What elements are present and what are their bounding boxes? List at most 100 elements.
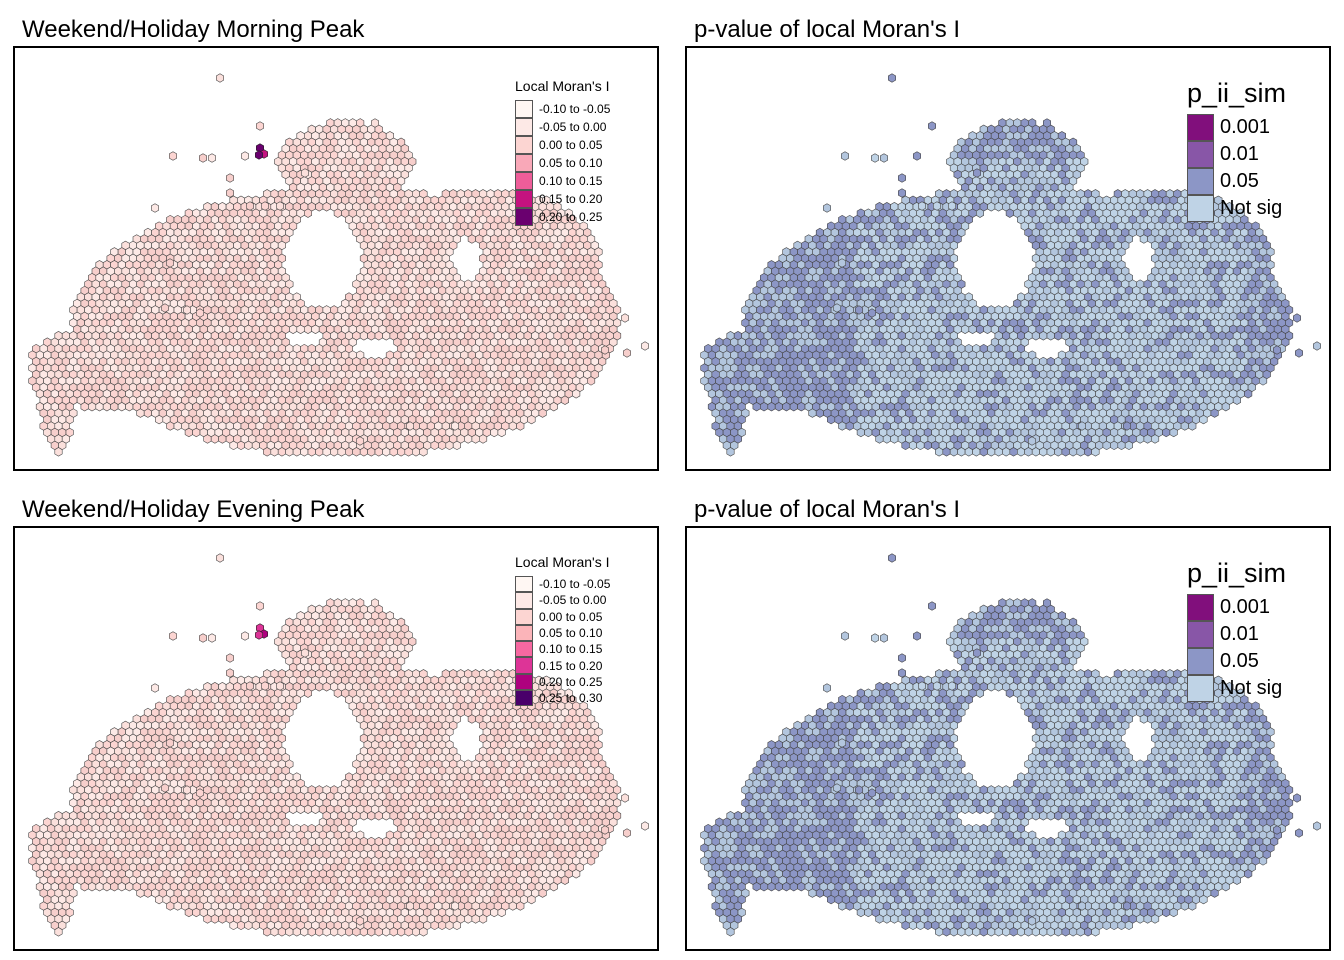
hexagon-cell	[1031, 331, 1040, 341]
legend-title: Local Moran's I	[515, 78, 610, 94]
panel-title-pvalue-morning: p-value of local Moran's I	[694, 16, 961, 43]
hexagon-cell	[752, 402, 761, 412]
hexagon-cell	[246, 201, 254, 211]
legend-swatch	[515, 100, 533, 118]
hexagon-cell	[490, 427, 499, 438]
legend-item: -0.05 to 0.00	[515, 118, 610, 136]
hexagon-cell	[304, 324, 312, 334]
legend-swatch	[515, 208, 533, 226]
hexagon-cell	[184, 427, 193, 438]
hexagon-cell	[374, 447, 383, 457]
hexagon-cell	[192, 427, 201, 438]
legend-label: 0.05 to 0.10	[539, 156, 603, 170]
hexagon-map	[28, 73, 649, 457]
hexagon-cell	[183, 305, 191, 315]
legend-swatch	[515, 154, 533, 172]
hexagon-cell	[226, 188, 234, 198]
hexagon-cell	[196, 308, 204, 318]
hexagon-cell	[1039, 331, 1048, 341]
hexagon-cell	[464, 434, 473, 444]
hexagon-cell	[412, 447, 420, 457]
hexagon-cell	[276, 201, 284, 211]
legend-label: 0.10 to 0.15	[539, 174, 603, 188]
hexagon-cell	[241, 151, 249, 161]
hexagon-cell	[125, 402, 134, 412]
hexagon-cell	[166, 421, 175, 431]
hexagon-cell	[452, 440, 461, 451]
hexagon-cell	[210, 434, 219, 444]
hexagon-cell	[208, 153, 216, 163]
hexagon-cell	[549, 402, 558, 412]
legend-item: 0.00 to 0.05	[515, 136, 610, 154]
hexagon-cell	[404, 447, 413, 457]
hexagon-cell	[497, 427, 506, 438]
hexagon-cell	[587, 376, 596, 386]
hexagon-cell	[1232, 395, 1241, 405]
legend-label: -0.10 to -0.05	[539, 102, 611, 116]
hexagon-cell	[289, 208, 297, 218]
hexagon-cell	[1139, 234, 1148, 244]
hexagon-cell	[277, 447, 286, 457]
hexagon-cell	[345, 447, 353, 457]
hexagon-cell	[471, 434, 480, 444]
hexagon-cell	[994, 202, 1003, 212]
hexagon-cell	[330, 447, 339, 457]
hexagon-cell	[307, 447, 316, 457]
hexagon-cell	[560, 395, 569, 405]
hexagon-cell	[244, 440, 253, 451]
hexagon-cell	[987, 202, 996, 212]
hexagon-cell	[467, 234, 476, 244]
hotspot-cell	[255, 150, 263, 160]
hexagon-cell	[304, 208, 312, 218]
hexagon-cell	[397, 447, 406, 457]
hexagon-cell	[508, 421, 517, 431]
hexagon-cell	[300, 447, 309, 457]
hexagon-cell	[1046, 331, 1055, 341]
hexagon-cell	[1221, 402, 1230, 412]
legend-classes: -0.10 to -0.05 -0.05 to 0.00 0.00 to 0.05 0…	[515, 100, 610, 226]
hexagon-cell	[789, 402, 798, 412]
hexagon-cell	[527, 414, 536, 425]
hexagon-cell	[961, 324, 970, 334]
legend-label: -0.05 to 0.00	[539, 120, 607, 134]
hexagon-cell	[1054, 331, 1063, 341]
hexagon-cell	[322, 447, 331, 457]
hexagon-cell	[438, 440, 447, 451]
hexagon-cell	[782, 402, 791, 412]
hexagon-cell	[367, 331, 376, 341]
hexagon-cell	[352, 447, 361, 457]
hexagon-cell	[767, 402, 776, 412]
legend-item: 0.05 to 0.10	[515, 154, 610, 172]
hexagon-cell	[203, 434, 212, 444]
legend-item: 0.15 to 0.20	[515, 190, 610, 208]
map-panel-morning-pvalue: p_ii_sim 0.001 0.01 0.05 Not sig	[685, 46, 1331, 471]
hexagon-cell	[199, 153, 207, 163]
legend-item: 0.20 to 0.25	[515, 208, 610, 226]
hexagon-cell	[382, 447, 391, 457]
hexagon-cell	[337, 447, 346, 457]
map-legend: Local Moran's I -0.10 to -0.05 -0.05 to 0…	[515, 78, 610, 226]
hexagon-cell	[389, 447, 398, 457]
hexagon-cell	[976, 324, 984, 334]
hexagon-cell	[1244, 389, 1253, 399]
hexagon-cell	[641, 341, 649, 351]
hexagon-cell	[315, 447, 324, 457]
hexagon-cell	[1259, 376, 1268, 386]
hexagon-cell	[445, 440, 454, 451]
hexagon-cell	[166, 258, 174, 268]
hexagon-cell	[110, 402, 119, 412]
hexagon-cell	[261, 201, 269, 211]
hexagon-cell	[359, 447, 368, 457]
legend-label: 0.00 to 0.05	[539, 138, 603, 152]
hexagon-cell	[315, 202, 324, 212]
hexagon-cell	[374, 331, 383, 341]
hexagon-cell	[285, 447, 294, 457]
hexagon-cell	[136, 408, 145, 418]
hexagon-cell	[143, 408, 152, 418]
panel-title-morning: Weekend/Holiday Morning Peak	[22, 16, 365, 43]
legend-label: 0.15 to 0.20	[539, 192, 603, 206]
hexagon-cell	[601, 345, 609, 355]
hexagon-cell	[797, 402, 806, 412]
hexagon-cell	[983, 324, 992, 334]
hexagon-cell	[102, 402, 111, 412]
